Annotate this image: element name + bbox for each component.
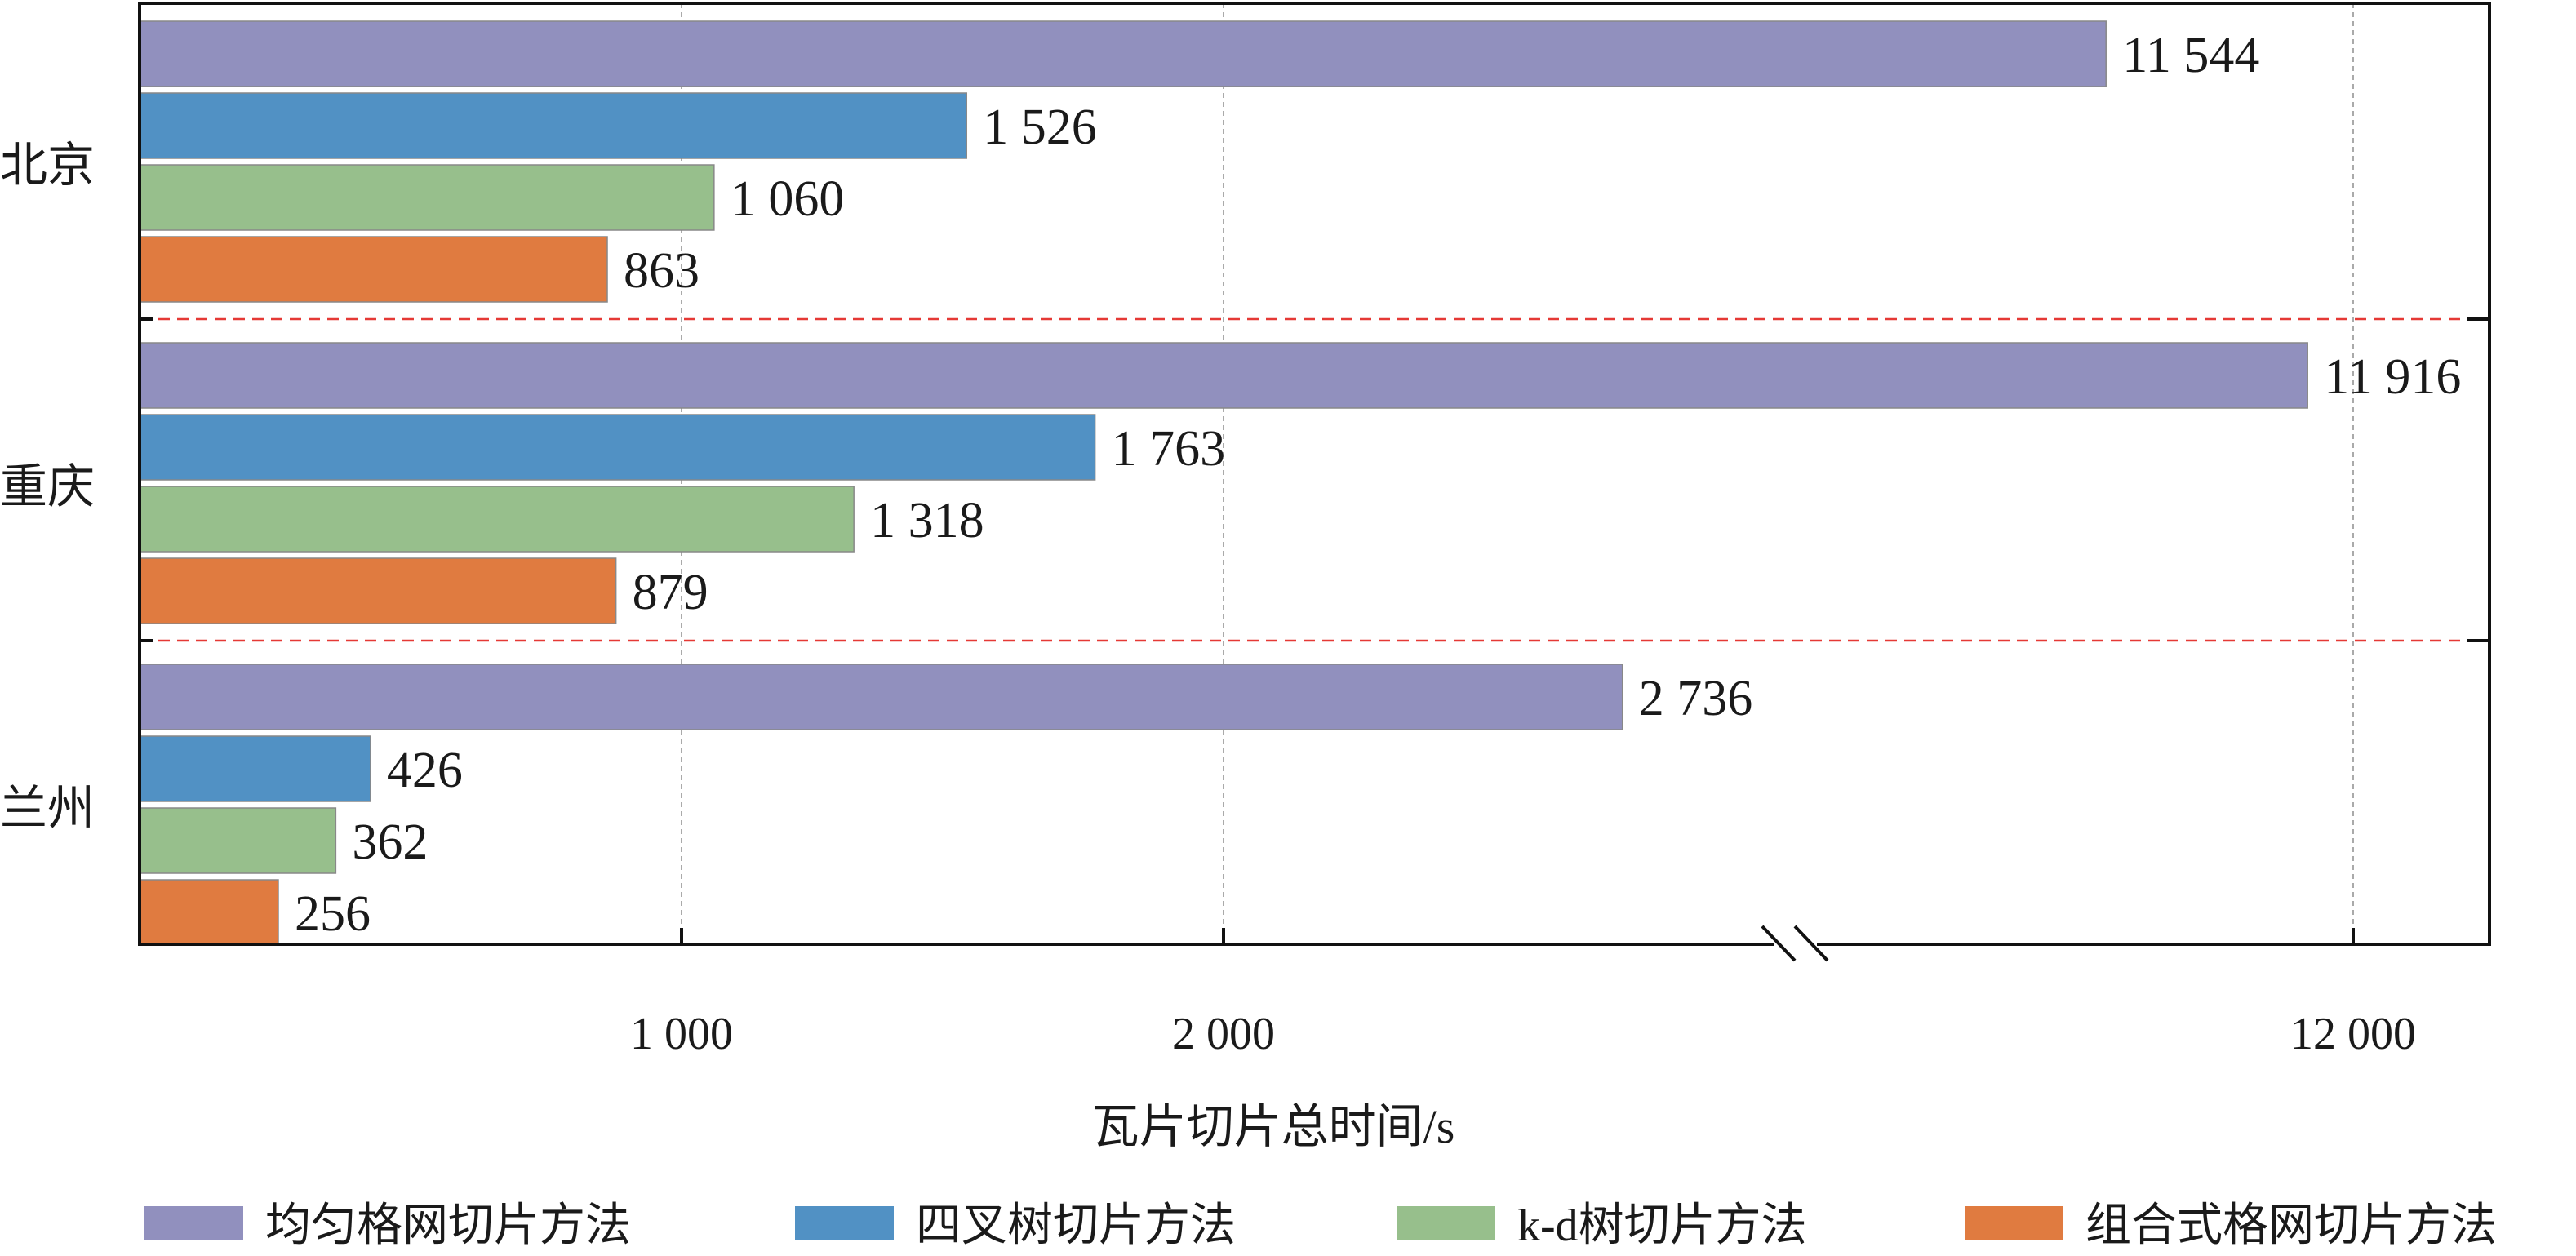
tick-label: 2 000 <box>1172 1009 1275 1059</box>
legend: 均匀格网切片方法 四叉树切片方法 k-d树切片方法 组合式格网切片方法 <box>144 1201 2497 1251</box>
value-label: 11 916 <box>2324 349 2461 405</box>
value-label: 362 <box>352 814 428 870</box>
category-label: 兰州 <box>0 782 95 835</box>
bar-2-0 <box>139 664 1623 730</box>
value-label: 1 318 <box>870 493 984 548</box>
category-label: 北京 <box>0 139 95 192</box>
bar-2-3 <box>139 879 279 946</box>
value-labels: 11 544 1 526 1 060 863 11 916 1 763 1 318 879 2 … <box>295 28 2461 942</box>
plot-frame <box>138 2 2491 962</box>
bar-0-3 <box>139 236 608 303</box>
bar-2-2 <box>139 807 337 874</box>
value-label: 879 <box>633 565 708 620</box>
legend-label: k-d树切片方法 <box>1517 1201 1807 1251</box>
bar-2-1 <box>139 735 371 802</box>
legend-swatch <box>144 1206 243 1240</box>
bar-0-0 <box>139 20 2107 87</box>
group-separators <box>140 317 2469 642</box>
category-label: 重庆 <box>0 460 95 513</box>
value-label: 1 060 <box>731 171 845 227</box>
value-label: 1 763 <box>1112 421 1226 477</box>
bar-1-1 <box>139 414 1096 481</box>
legend-label: 四叉树切片方法 <box>916 1201 1236 1251</box>
tick-label: 1 000 <box>630 1009 733 1059</box>
legend-label: 组合式格网切片方法 <box>2085 1201 2497 1251</box>
value-label: 11 544 <box>2122 28 2259 83</box>
bar-1-0 <box>139 342 2308 409</box>
value-label: 2 736 <box>1639 671 1753 726</box>
x-axis-label: 瓦片切片总时间/s <box>1092 1100 1455 1153</box>
tick-label: 12 000 <box>2290 1009 2416 1059</box>
axis-break-mark <box>1793 925 1829 962</box>
axis-break-mark <box>1761 925 1797 962</box>
bars <box>139 20 2308 946</box>
legend-swatch <box>1965 1206 2063 1240</box>
legend-swatch <box>1397 1206 1495 1240</box>
bar-0-2 <box>139 164 715 231</box>
value-label: 426 <box>387 743 463 798</box>
bar-1-2 <box>139 486 855 553</box>
bar-0-1 <box>139 92 968 159</box>
value-label: 863 <box>624 243 700 299</box>
plot-border <box>138 2 2491 946</box>
legend-swatch <box>795 1206 894 1240</box>
legend-label: 均匀格网切片方法 <box>265 1201 631 1251</box>
axis-break-gap <box>1774 939 1817 949</box>
value-label: 1 526 <box>983 100 1097 155</box>
value-label: 256 <box>295 886 371 942</box>
x-axis-ticks: 1 000 2 000 12 000 <box>630 928 2416 1059</box>
bar-1-3 <box>139 557 617 624</box>
